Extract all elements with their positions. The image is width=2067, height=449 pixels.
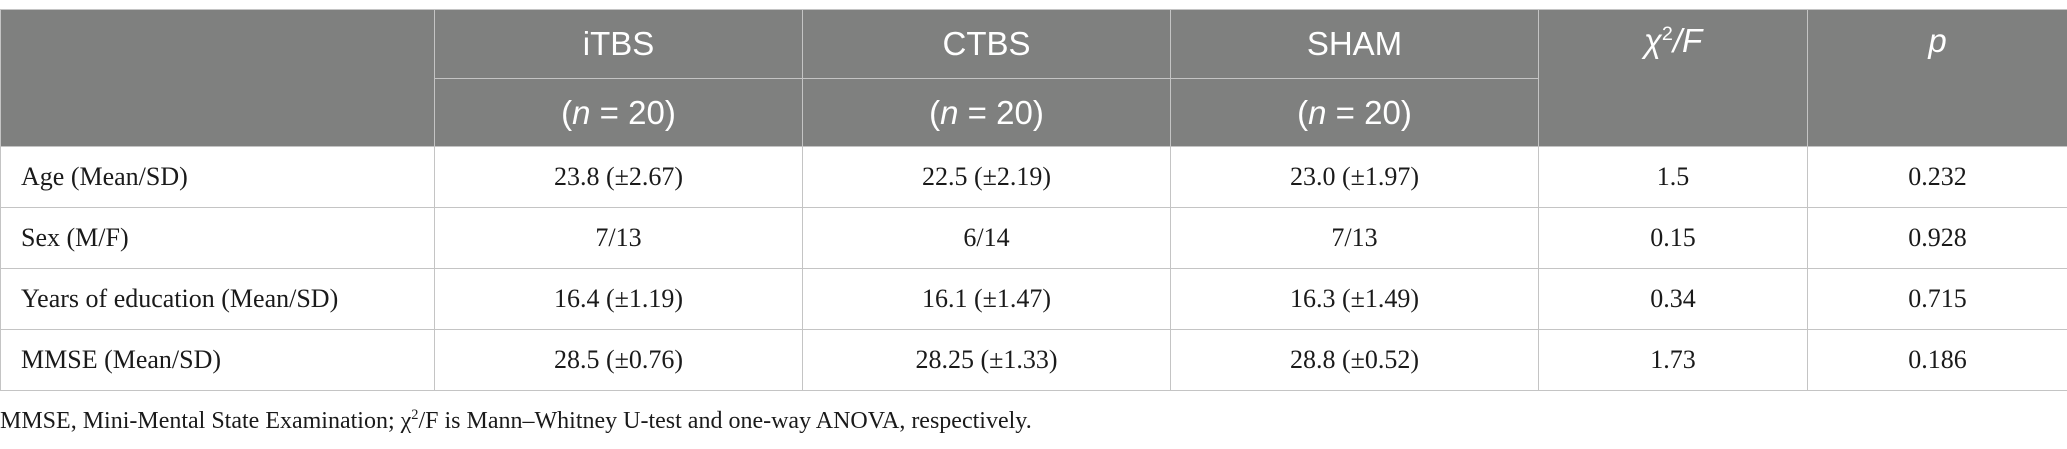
header-chi-sup: 2 [1661,23,1673,45]
table-body: Age (Mean/SD) 23.8 (±2.67) 22.5 (±2.19) … [0,146,2067,391]
cell-stat: 0.15 [1538,207,1808,269]
cell-stat: 0.34 [1538,268,1808,330]
table-row: Age (Mean/SD) 23.8 (±2.67) 22.5 (±2.19) … [0,146,2067,208]
cell-stat: 1.73 [1538,329,1808,391]
table-row: Years of education (Mean/SD) 16.4 (±1.19… [0,268,2067,330]
header-chi-rest: /F [1672,22,1703,59]
row-label: MMSE (Mean/SD) [0,329,435,391]
table-row: MMSE (Mean/SD) 28.5 (±0.76) 28.25 (±1.33… [0,329,2067,391]
header-blank-cell [0,9,435,147]
footnote-sup: 2 [411,407,419,423]
cell-sham: 23.0 (±1.97) [1170,146,1539,208]
cell-ctbs: 16.1 (±1.47) [802,268,1171,330]
header-sham-n: (n = 20) [1170,78,1539,147]
header-chi-f: χ2/F [1538,9,1808,147]
header-chi-symbol: χ [1643,22,1662,59]
cell-p: 0.715 [1807,268,2067,330]
cell-itbs: 23.8 (±2.67) [434,146,803,208]
cell-sham: 28.8 (±0.52) [1170,329,1539,391]
header-sham: SHAM [1170,9,1539,79]
header-ctbs-n: (n = 20) [802,78,1171,147]
cell-ctbs: 28.25 (±1.33) [802,329,1171,391]
table-header: iTBS CTBS SHAM χ2/F p (n = 20) (n = 20) … [0,9,2067,147]
table-row: Sex (M/F) 7/13 6/14 7/13 0.15 0.928 [0,207,2067,269]
row-label: Years of education (Mean/SD) [0,268,435,330]
row-label: Sex (M/F) [0,207,435,269]
header-ctbs: CTBS [802,9,1171,79]
row-label: Age (Mean/SD) [0,146,435,208]
cell-p: 0.186 [1807,329,2067,391]
cell-p: 0.928 [1807,207,2067,269]
cell-ctbs: 6/14 [802,207,1171,269]
cell-sham: 16.3 (±1.49) [1170,268,1539,330]
cell-itbs: 7/13 [434,207,803,269]
cell-p: 0.232 [1807,146,2067,208]
cell-itbs: 16.4 (±1.19) [434,268,803,330]
footnote-text-1: MMSE, Mini-Mental State Examination; χ [0,408,412,434]
table-footnote: MMSE, Mini-Mental State Examination; χ2/… [0,408,1032,435]
footnote-text-2: /F is Mann–Whitney U-test and one-way AN… [418,408,1032,434]
cell-stat: 1.5 [1538,146,1808,208]
cell-itbs: 28.5 (±0.76) [434,329,803,391]
header-p: p [1807,9,2067,147]
demographics-table: iTBS CTBS SHAM χ2/F p (n = 20) (n = 20) … [0,9,2067,391]
header-itbs-n: (n = 20) [434,78,803,147]
header-itbs: iTBS [434,9,803,79]
cell-ctbs: 22.5 (±2.19) [802,146,1171,208]
cell-sham: 7/13 [1170,207,1539,269]
